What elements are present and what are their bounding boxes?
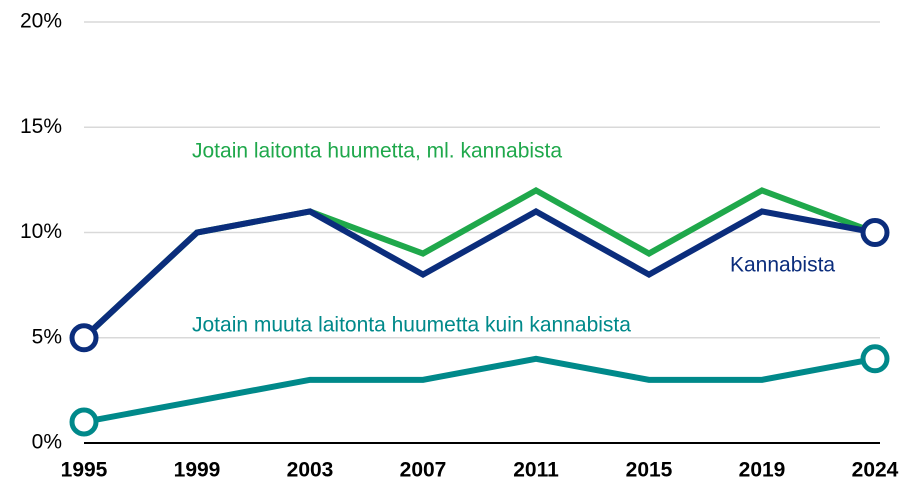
x-tick-label: 2019 <box>739 459 786 482</box>
end-marker <box>69 407 99 437</box>
end-marker <box>860 344 890 374</box>
end-marker <box>860 218 890 247</box>
series-label: Jotain muuta laitonta huumetta kuin kann… <box>192 314 631 337</box>
y-tick-label: 5% <box>32 325 62 348</box>
x-tick-label: 1999 <box>174 459 221 482</box>
x-tick-label: 2003 <box>287 459 334 482</box>
line-series <box>81 208 876 340</box>
series-label: Jotain laitonta huumetta, ml. kannabista <box>192 140 562 163</box>
y-tick-label: 15% <box>20 115 62 138</box>
x-tick-label: 2024 <box>852 459 899 482</box>
y-tick-label: 0% <box>32 431 62 454</box>
x-tick-label: 2007 <box>400 459 447 482</box>
x-tick-label: 2011 <box>513 459 559 482</box>
series-label: Kannabista <box>730 254 835 277</box>
y-tick-label: 20% <box>20 10 62 33</box>
x-tick-label: 2015 <box>626 459 673 482</box>
line-series <box>83 355 876 425</box>
x-tick-label: 1995 <box>61 459 108 482</box>
end-marker <box>69 323 99 353</box>
y-tick-label: 10% <box>20 220 62 243</box>
